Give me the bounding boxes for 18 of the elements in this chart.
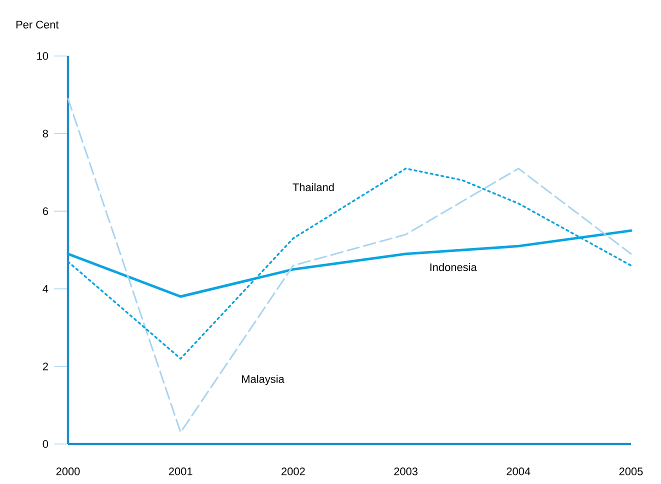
- y-tick-label: 6: [42, 207, 48, 216]
- y-axis-title: Per Cent: [16, 20, 59, 28]
- x-tick-label: 2003: [394, 468, 418, 476]
- y-tick-label: 10: [37, 52, 48, 60]
- y-tick-label: 8: [42, 130, 48, 138]
- line-series: [67, 168, 632, 360]
- series-label: Thailand: [292, 183, 334, 192]
- x-tick-label: 2001: [168, 468, 192, 476]
- x-tick-label: 2002: [282, 468, 305, 476]
- x-tick-label: 2004: [506, 468, 530, 476]
- y-tick-label: 4: [42, 285, 48, 293]
- y-tick-label: 0: [42, 440, 48, 448]
- series-label: Malaysia: [242, 374, 284, 386]
- x-tick-label: 2005: [619, 468, 643, 476]
- series-label: Indonesia: [430, 263, 477, 272]
- y-tick-label: 2: [42, 362, 48, 370]
- line-series: [67, 98, 632, 434]
- x-tick-label: 2000: [56, 468, 80, 476]
